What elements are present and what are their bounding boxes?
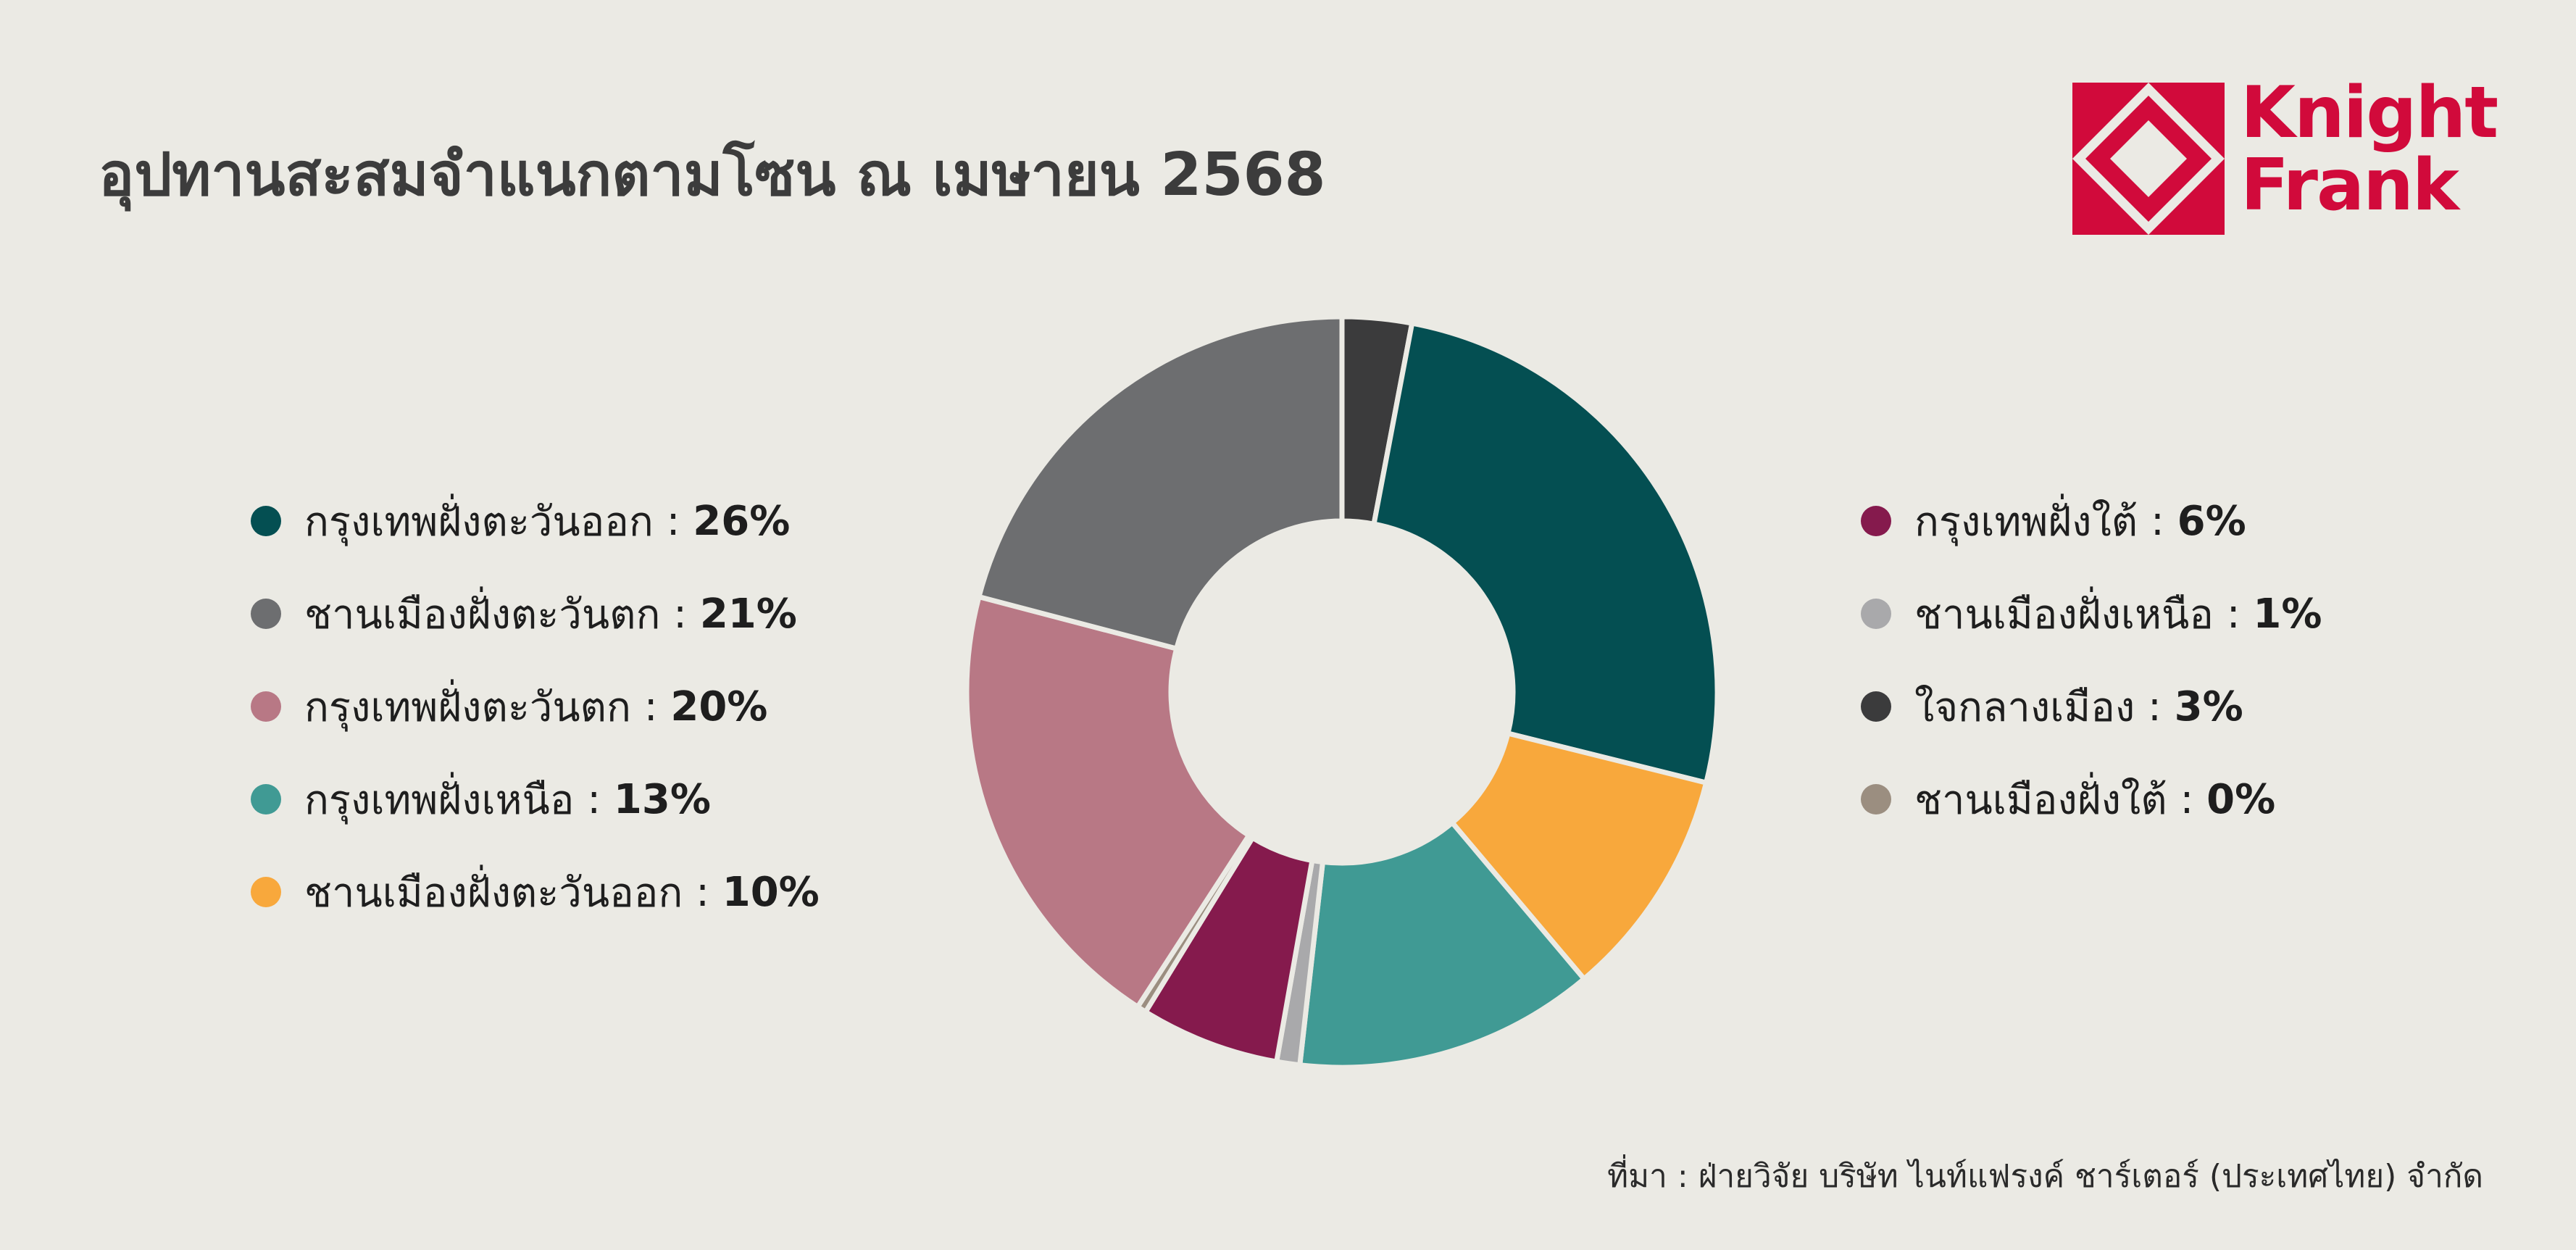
legend-label: ชานเมืองฝั่งเหนือ xyxy=(1914,591,2214,638)
legend-item: กรุงเทพฝั่งตะวันตก : 20% xyxy=(251,660,820,753)
legend-right: กรุงเทพฝั่งใต้ : 6% ชานเมืองฝั่งเหนือ : 1… xyxy=(1861,475,2322,846)
legend-swatch xyxy=(1861,506,1891,536)
legend-label: กรุงเทพฝั่งใต้ xyxy=(1914,498,2138,546)
legend-swatch xyxy=(251,784,281,814)
legend-value: 3% xyxy=(2174,683,2243,730)
legend-separator: : xyxy=(660,590,700,638)
legend-value: 21% xyxy=(699,590,797,638)
legend-value: 0% xyxy=(2206,775,2276,823)
legend-item: ชานเมืองฝั่งตะวันตก : 21% xyxy=(251,567,820,660)
legend-item: กรุงเทพฝั่งใต้ : 6% xyxy=(1861,475,2322,567)
legend-label: ชานเมืองฝั่งตะวันตก xyxy=(304,591,661,638)
legend-swatch xyxy=(1861,784,1891,814)
legend-label: กรุงเทพฝั่งตะวันออก xyxy=(304,498,654,546)
legend-item: ชานเมืองฝั่งเหนือ : 1% xyxy=(1861,567,2322,660)
legend-swatch xyxy=(251,691,281,722)
legend-label: กรุงเทพฝั่งเหนือ xyxy=(304,776,575,824)
legend-separator: : xyxy=(653,497,693,545)
legend-item: กรุงเทพฝั่งตะวันออก : 26% xyxy=(251,475,820,567)
source-note: ที่มา : ฝ่ายวิจัย บริษัท ไนท์แฟรงค์ ชาร์… xyxy=(1607,1158,2483,1195)
logo-line-2: Frank xyxy=(2241,144,2459,227)
donut-chart xyxy=(964,314,1720,1070)
legend-label: กรุงเทพฝั่งตะวันตก xyxy=(304,683,631,731)
legend-separator: : xyxy=(2213,590,2254,638)
legend-swatch xyxy=(251,877,281,907)
legend-separator: : xyxy=(683,868,722,916)
legend-item: กรุงเทพฝั่งเหนือ : 13% xyxy=(251,753,820,846)
legend-item: ชานเมืองฝั่งตะวันออก : 10% xyxy=(251,846,820,938)
knight-frank-logo-text: Knight Frank xyxy=(2241,72,2498,227)
legend-item: ใจกลางเมือง : 3% xyxy=(1861,660,2322,753)
legend-value: 10% xyxy=(722,868,820,916)
legend-label: ใจกลางเมือง xyxy=(1914,683,2135,731)
legend-value: 13% xyxy=(613,775,711,823)
donut-slice xyxy=(1370,320,1720,786)
legend-separator: : xyxy=(2135,683,2175,730)
legend-separator: : xyxy=(630,683,671,730)
legend-swatch xyxy=(251,599,281,629)
knight-frank-logo-mark xyxy=(2072,83,2225,235)
legend-value: 6% xyxy=(2177,497,2246,545)
legend-separator: : xyxy=(574,775,614,823)
legend-swatch xyxy=(1861,691,1891,722)
legend-label: ชานเมืองฝั่งตะวันออก xyxy=(304,869,683,917)
legend-value: 26% xyxy=(693,497,791,545)
legend-swatch xyxy=(251,506,281,536)
chart-title: อุปทานสะสมจำแนกตามโซน ณ เมษายน 2568 xyxy=(99,141,1326,209)
legend-label: ชานเมืองฝั่งใต้ xyxy=(1914,776,2167,824)
donut-slice xyxy=(975,314,1345,652)
logo-line-1: Knight xyxy=(2241,72,2498,154)
donut-slice xyxy=(1449,730,1709,983)
legend-value: 20% xyxy=(670,683,768,730)
donut-slice xyxy=(964,593,1253,1011)
legend-left: กรุงเทพฝั่งตะวันออก : 26% ชานเมืองฝั่งตะว… xyxy=(251,475,820,938)
legend-item: ชานเมืองฝั่งใต้ : 0% xyxy=(1861,753,2322,846)
legend-separator: : xyxy=(2167,775,2207,823)
legend-separator: : xyxy=(2138,497,2177,545)
legend-swatch xyxy=(1861,599,1891,629)
legend-value: 1% xyxy=(2253,590,2322,638)
knight-frank-logo: Knight Frank xyxy=(2072,77,2498,235)
donut-slice xyxy=(1296,819,1588,1070)
